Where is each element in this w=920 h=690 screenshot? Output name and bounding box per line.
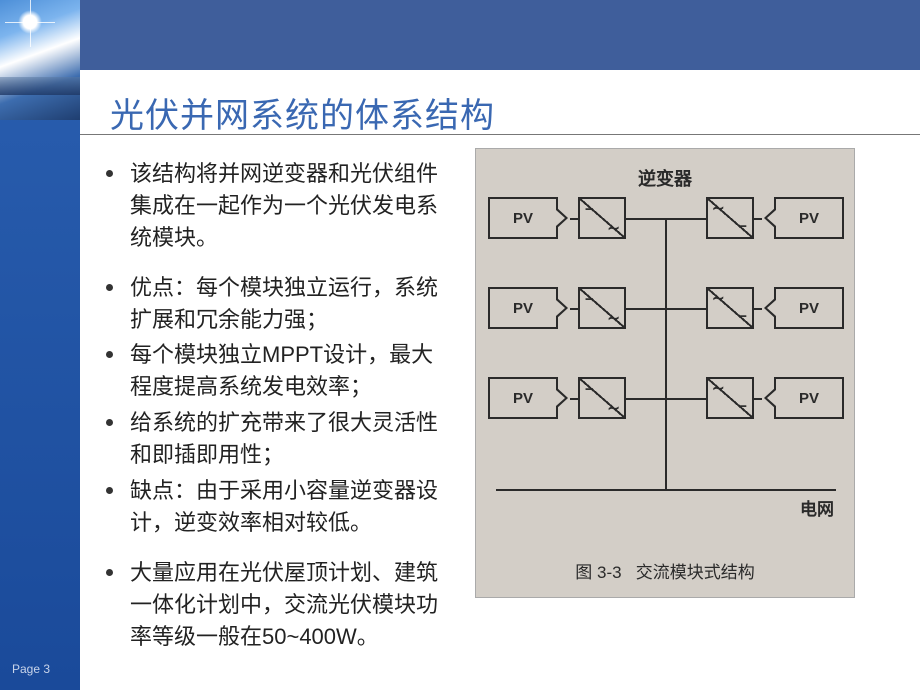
pv-module: PV [774,287,844,329]
diagram-canvas: 逆变器 图 3-3 交流模块式结构 电网PV−∼∼−PVPV−∼∼−PVPV−∼… [476,149,854,597]
dc-symbol: − [738,218,747,235]
caption-number: 图 3-3 [575,563,621,582]
ac-symbol: ∼ [712,199,725,217]
diagram-figure: 逆变器 图 3-3 交流模块式结构 电网PV−∼∼−PVPV−∼∼−PVPV−∼… [475,148,855,598]
title-underline [80,134,920,135]
ac-symbol: ∼ [607,309,620,327]
inverter-box: ∼− [706,287,754,329]
bullet-text: 该结构将并网逆变器和光伏组件集成在一起作为一个光伏发电系统模块。 [130,161,438,250]
bus-wire [665,218,667,489]
bullet-text: 缺点：由于采用小容量逆变器设计，逆变效率相对较低。 [130,478,438,535]
ac-symbol: ∼ [607,399,620,417]
dc-symbol: − [585,291,594,308]
inverter-box: −∼ [578,377,626,419]
wire [754,308,762,310]
wire [626,398,667,400]
bullet-item: 该结构将并网逆变器和光伏组件集成在一起作为一个光伏发电系统模块。 [100,158,455,254]
bullet-dot-icon [106,284,113,291]
wire [570,218,578,220]
bullet-item: 缺点：由于采用小容量逆变器设计，逆变效率相对较低。 [100,475,455,539]
horizon-graphic [0,77,80,95]
sun-graphic [18,10,42,34]
slide-title: 光伏并网系统的体系结构 [110,88,495,137]
pv-module: PV [488,377,558,419]
header-band [80,0,920,70]
wire [754,398,762,400]
bullet-dot-icon [106,419,113,426]
pv-triangle-icon [764,207,776,229]
ac-symbol: ∼ [607,219,620,237]
bullet-text: 给系统的扩充带来了很大灵活性和即插即用性； [130,410,438,467]
pv-triangle-icon [764,297,776,319]
dc-symbol: − [585,381,594,398]
bullet-item: 优点：每个模块独立运行，系统扩展和冗余能力强； [100,272,455,336]
pv-module: PV [488,197,558,239]
bullet-text: 优点：每个模块独立运行，系统扩展和冗余能力强； [130,275,438,332]
corner-photo [0,0,80,120]
diagram-top-label: 逆变器 [638,165,692,191]
wire [570,308,578,310]
bullet-list: 该结构将并网逆变器和光伏组件集成在一起作为一个光伏发电系统模块。优点：每个模块独… [100,158,455,656]
bullet-item: 给系统的扩充带来了很大灵活性和即插即用性； [100,407,455,471]
wire [626,218,667,220]
wire [626,308,667,310]
pv-triangle-icon [556,207,568,229]
inverter-box: −∼ [578,287,626,329]
dc-symbol: − [585,201,594,218]
pv-triangle-icon [764,387,776,409]
bullet-dot-icon [106,351,113,358]
bullet-item: 大量应用在光伏屋顶计划、建筑一体化计划中，交流光伏模块功率等级一般在50~400… [100,557,455,653]
inverter-box: −∼ [578,197,626,239]
caption-text: 交流模块式结构 [636,563,755,582]
dc-symbol: − [738,308,747,325]
ac-symbol: ∼ [712,289,725,307]
inverter-box: ∼− [706,377,754,419]
wire [570,398,578,400]
diagram-caption: 图 3-3 交流模块式结构 [575,558,754,583]
wire [665,218,706,220]
bullet-dot-icon [106,487,113,494]
bullet-dot-icon [106,569,113,576]
grid-wire [496,489,836,491]
pv-module: PV [774,377,844,419]
pv-module: PV [774,197,844,239]
bullet-dot-icon [106,170,113,177]
ac-symbol: ∼ [712,379,725,397]
dc-symbol: − [738,398,747,415]
bullet-text: 大量应用在光伏屋顶计划、建筑一体化计划中，交流光伏模块功率等级一般在50~400… [130,560,438,649]
page-number: Page 3 [12,662,50,676]
wire [754,218,762,220]
pv-module: PV [488,287,558,329]
wire [665,308,706,310]
bullet-text: 每个模块独立MPPT设计，最大程度提高系统发电效率； [130,342,433,399]
grid-label: 电网 [800,495,834,520]
pv-triangle-icon [556,297,568,319]
wire [665,398,706,400]
inverter-box: ∼− [706,197,754,239]
bullet-item: 每个模块独立MPPT设计，最大程度提高系统发电效率； [100,339,455,403]
pv-triangle-icon [556,387,568,409]
